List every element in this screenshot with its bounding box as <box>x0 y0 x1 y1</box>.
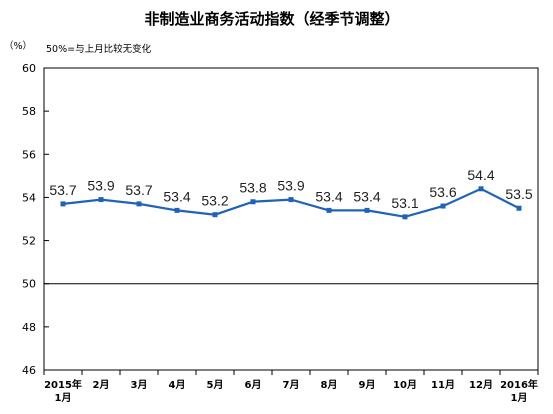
data-point <box>402 214 408 220</box>
y-tick-label: 52 <box>22 235 36 248</box>
y-tick-label: 54 <box>22 191 36 204</box>
data-label: 53.9 <box>277 178 304 194</box>
y-tick-label: 50 <box>22 278 36 291</box>
data-label: 53.6 <box>429 184 456 200</box>
x-tick-label: 6月 <box>245 379 262 391</box>
data-point <box>440 203 446 209</box>
x-tick-label: 1月 <box>511 392 528 404</box>
data-label: 53.1 <box>391 195 418 211</box>
x-tick-label: 8月 <box>321 379 338 391</box>
y-tick-label: 48 <box>22 321 36 334</box>
y-tick-label: 58 <box>22 105 36 118</box>
x-tick-label: 2月 <box>93 379 110 391</box>
data-label: 53.8 <box>239 180 266 196</box>
chart-title: 非制造业商务活动指数（经季节调整） <box>144 10 399 28</box>
y-tick-label: 56 <box>22 148 36 161</box>
data-label: 53.7 <box>125 182 152 198</box>
data-point <box>288 197 294 203</box>
data-point <box>212 212 218 218</box>
data-label: 53.7 <box>49 182 76 198</box>
x-tick-label: 11月 <box>431 379 455 391</box>
x-tick-label: 4月 <box>169 379 186 391</box>
data-point <box>60 201 66 207</box>
data-label: 53.9 <box>87 178 114 194</box>
x-tick-label: 12月 <box>469 379 493 391</box>
x-tick-label: 5月 <box>207 379 224 391</box>
series-points <box>60 186 522 220</box>
data-point <box>326 207 332 213</box>
x-tick-label: 9月 <box>359 379 376 391</box>
data-label: 53.5 <box>505 186 532 202</box>
data-point <box>98 197 104 203</box>
x-tick-label: 7月 <box>283 379 300 391</box>
data-labels: 53.7 53.9 53.7 53.4 53.2 53.8 53.9 53.4 53.4 53.1… <box>49 167 532 211</box>
unit-label: （%） <box>4 40 32 52</box>
y-tick-label: 60 <box>22 62 36 75</box>
plot-area <box>43 67 539 371</box>
x-tick-label: 2016年 <box>500 378 538 391</box>
chart-subtitle: 50%=与上月比较无变化 <box>46 43 152 55</box>
x-tick-label: 1月 <box>55 392 72 404</box>
data-point <box>478 186 484 192</box>
x-tick-label: 10月 <box>393 379 417 391</box>
y-tick-label: 46 <box>22 364 36 377</box>
data-point <box>136 201 142 207</box>
data-point <box>174 207 180 213</box>
x-tick-label: 2015年 <box>44 378 82 391</box>
x-tick-label: 3月 <box>131 379 148 391</box>
data-label: 53.4 <box>353 188 380 204</box>
data-label: 53.4 <box>163 188 190 204</box>
data-point <box>364 207 370 213</box>
data-point <box>250 199 256 205</box>
y-axis-ticks: 46 48 50 52 54 56 58 60 <box>22 62 49 377</box>
data-label: 54.4 <box>467 167 494 183</box>
data-label: 53.4 <box>315 188 342 204</box>
data-point <box>516 205 522 211</box>
data-label: 53.2 <box>201 193 228 209</box>
